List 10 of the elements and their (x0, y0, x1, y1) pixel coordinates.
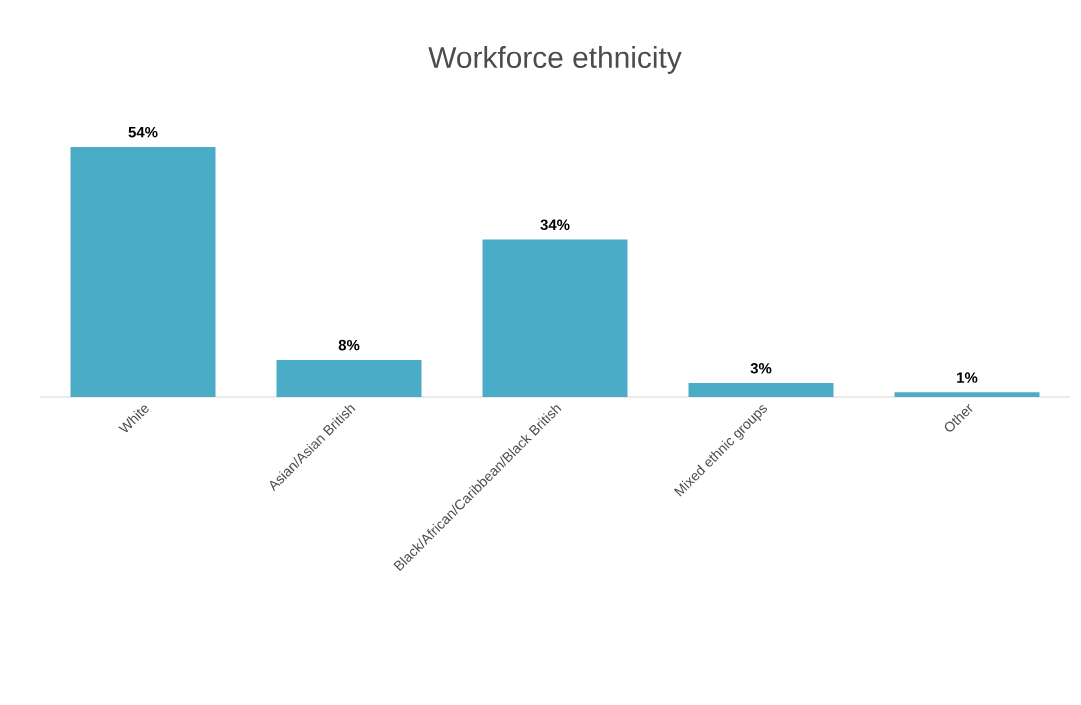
data-label: 3% (750, 362, 772, 374)
chart-title: Workforce ethnicity (428, 46, 682, 74)
bar (688, 383, 834, 397)
data-label: 1% (957, 372, 978, 383)
data-label: 54% (128, 126, 158, 138)
data-label: 8% (338, 339, 360, 351)
data-label: 34% (540, 219, 570, 231)
bar (276, 359, 422, 397)
bar (482, 239, 628, 397)
bar (70, 146, 216, 397)
